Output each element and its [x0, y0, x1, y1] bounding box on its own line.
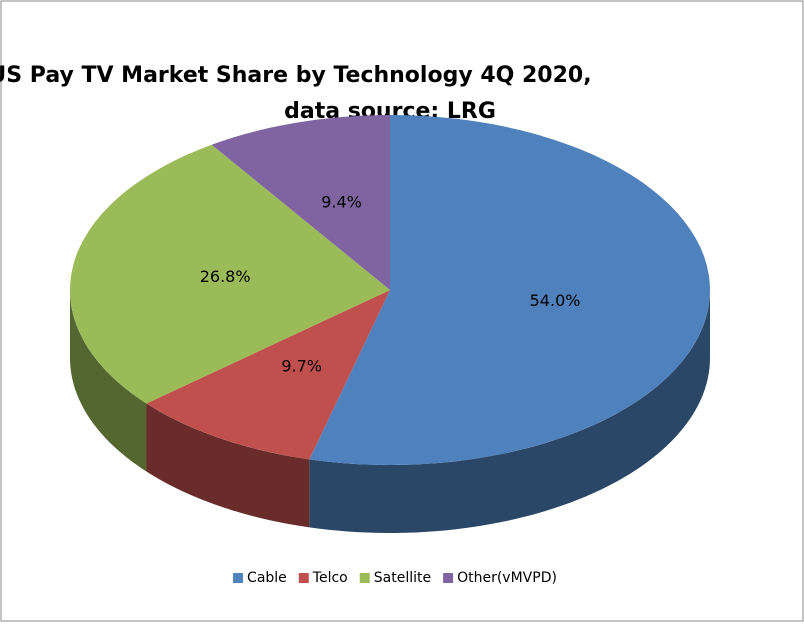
slice	[309, 115, 710, 465]
slice-side	[146, 403, 310, 528]
data-label: 54.0%	[530, 291, 581, 310]
data-label: 9.4%	[321, 192, 362, 211]
legend-label: Satellite	[374, 570, 431, 586]
slice	[69, 144, 390, 404]
data-label: 9.7%	[281, 357, 322, 376]
slice-side	[70, 290, 147, 472]
legend-swatch	[298, 573, 309, 583]
slice-side	[309, 290, 710, 533]
legend-label: Telco	[312, 570, 348, 586]
data-label: 26.8%	[200, 267, 251, 286]
slice	[211, 115, 390, 290]
legend-label: Other(vMVPD)	[457, 570, 557, 586]
chart-title: US Pay TV Market Share by Technology 4Q …	[0, 63, 592, 88]
legend-swatch	[233, 573, 244, 583]
legend-label: Cable	[247, 570, 287, 586]
slice	[146, 290, 390, 460]
legend-swatch	[443, 573, 454, 583]
legend-swatch	[359, 573, 370, 583]
